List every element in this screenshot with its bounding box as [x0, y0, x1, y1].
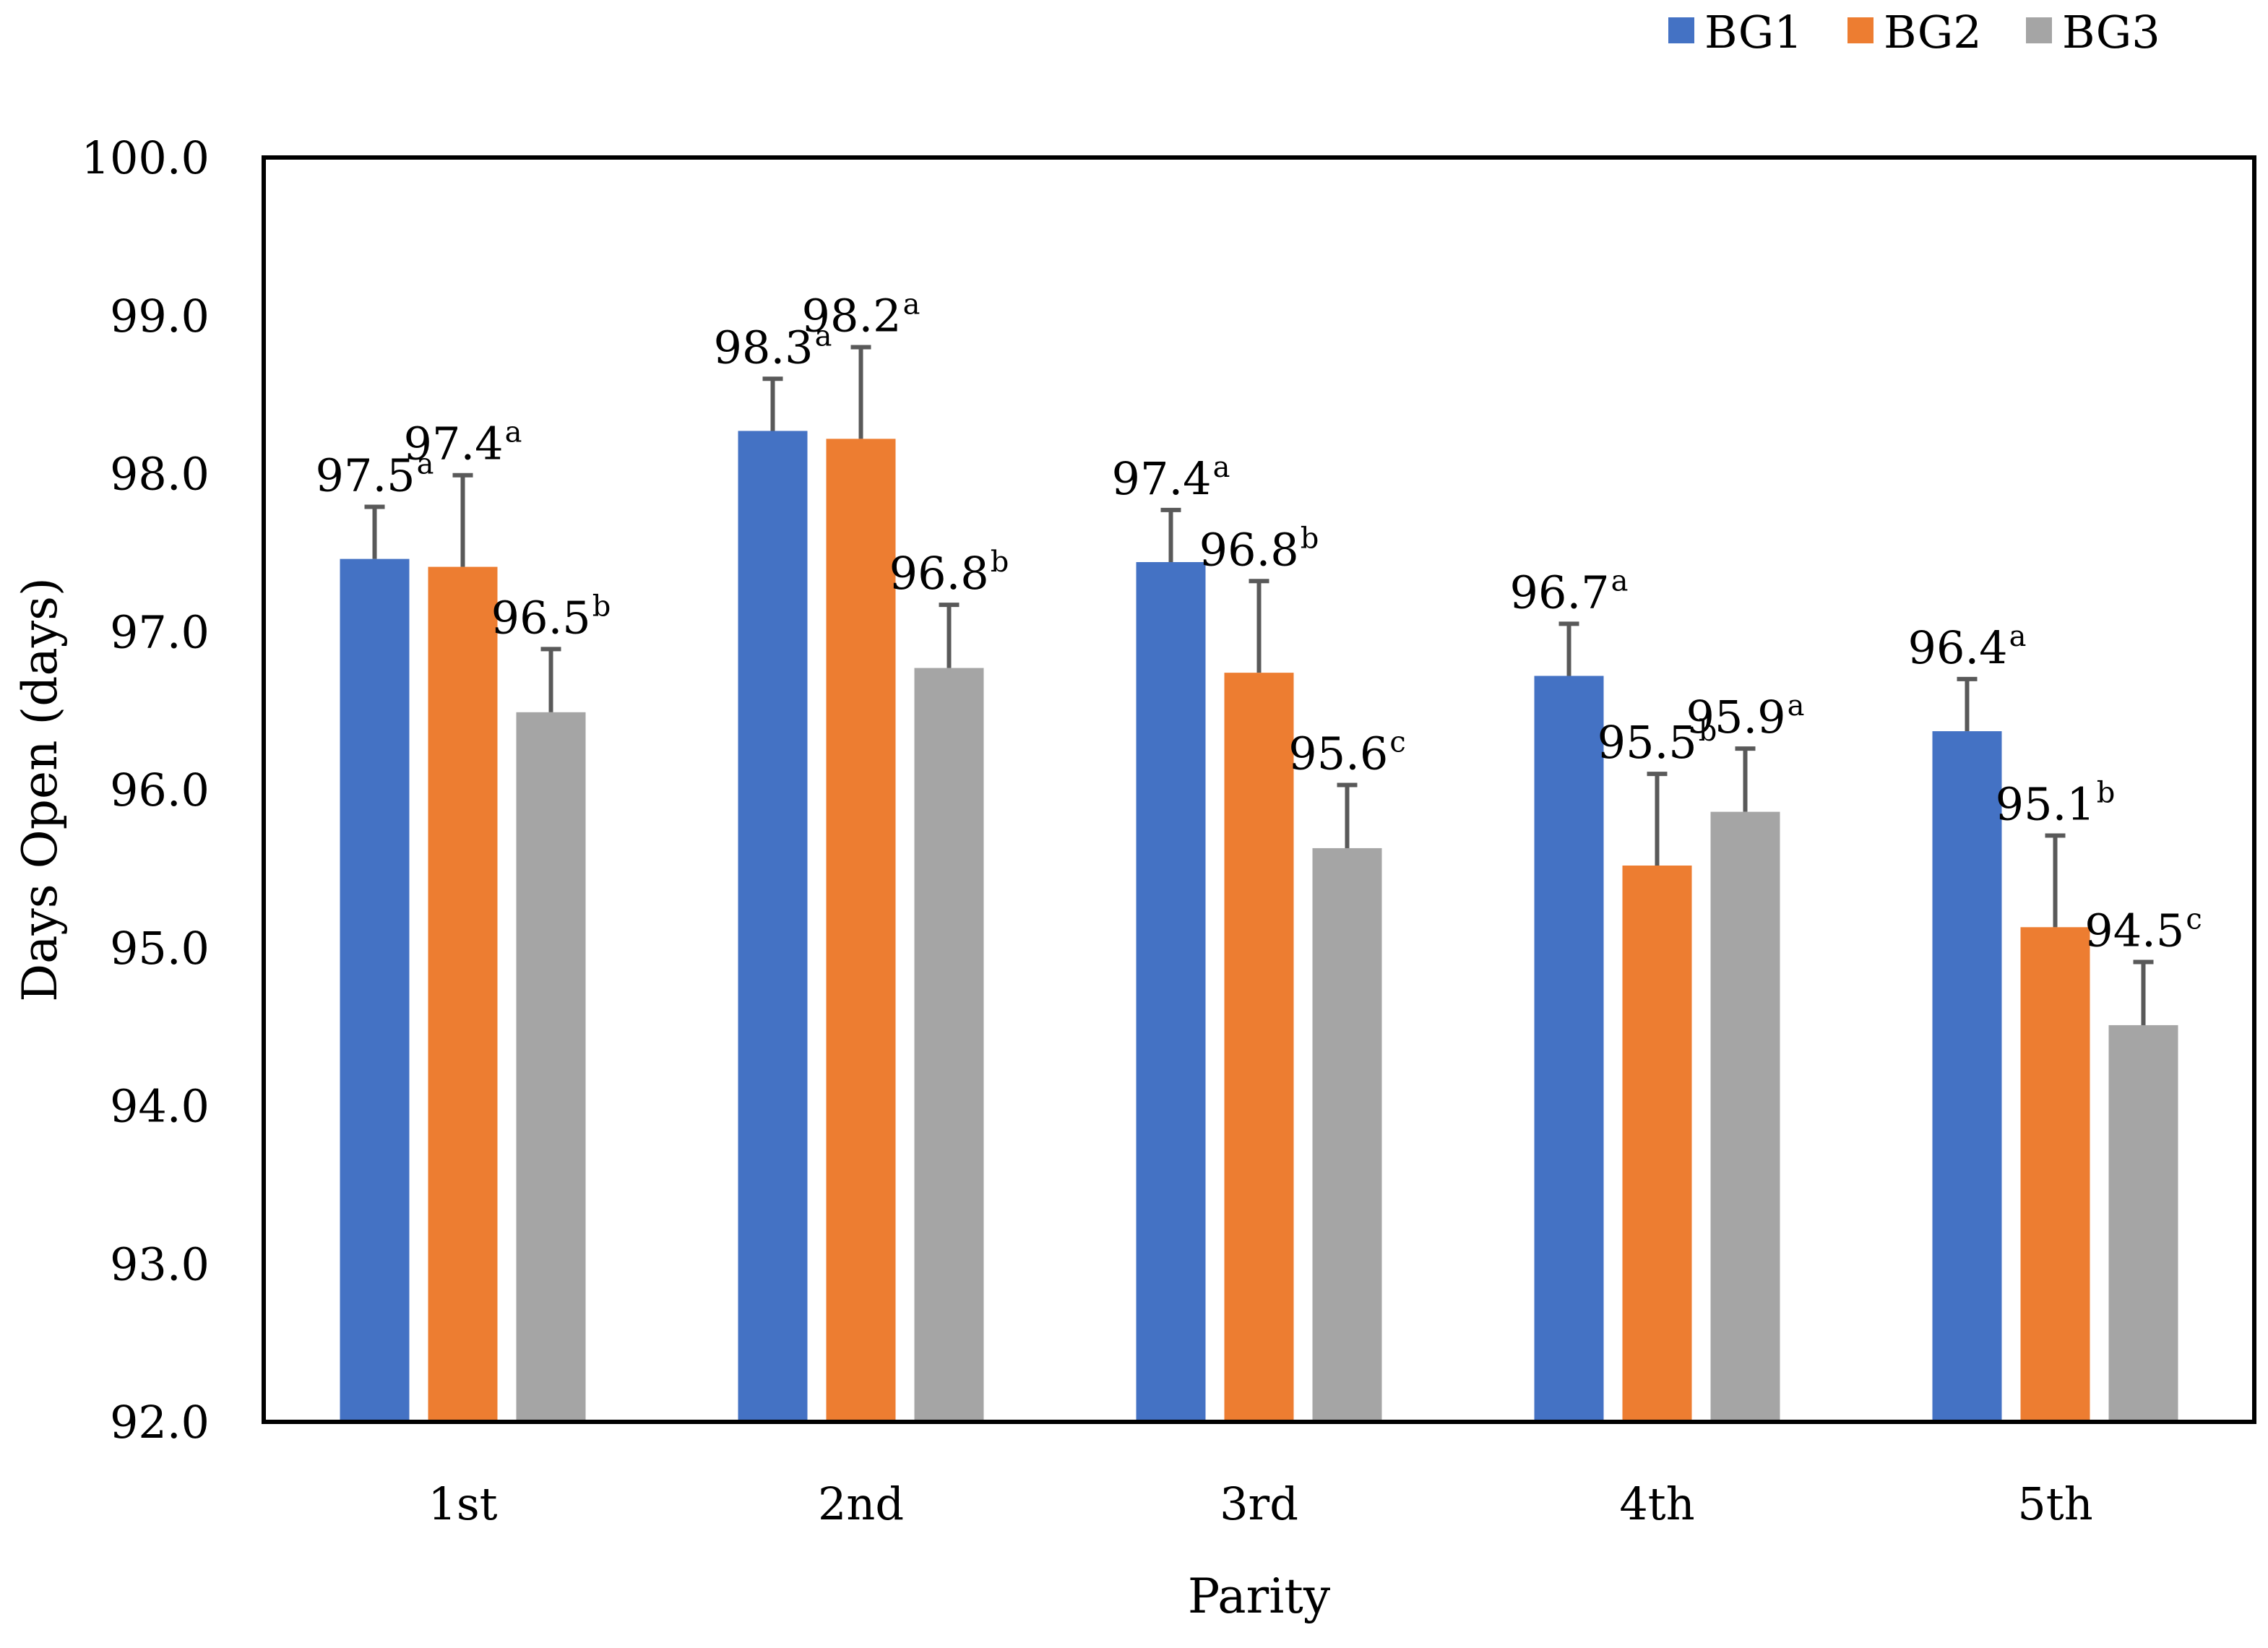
data-label-bg1-5th: 96.4a: [1908, 620, 2027, 674]
bar-bg3-4th: [1710, 811, 1780, 1422]
legend-label-bg1: BG1: [1704, 6, 1803, 59]
y-tick-label: 98.0: [110, 448, 210, 501]
error-bars: [364, 345, 2154, 1025]
data-label-bg1-4th: 96.7a: [1510, 564, 1629, 618]
legend-label-bg2: BG2: [1884, 6, 1982, 59]
bar-bg2-5th: [2020, 927, 2090, 1422]
bar-bg2-3rd: [1224, 673, 1294, 1422]
y-tick-label: 95.0: [110, 922, 210, 975]
x-tick-label: 1st: [428, 1477, 497, 1530]
bar-bg3-3rd: [1312, 847, 1382, 1422]
y-tick-label: 97.0: [110, 605, 210, 658]
data-label-bg1-2nd: 98.3a: [714, 319, 832, 374]
legend-swatch-bg3: [2026, 17, 2052, 43]
data-label-bg3-5th: 94.5c: [2084, 902, 2202, 957]
x-axis-ticks: 1st 2nd 3rd 4th 5th: [428, 1477, 2092, 1530]
legend-label-bg3: BG3: [2062, 6, 2160, 59]
bar-bg1-5th: [1932, 731, 2002, 1422]
x-tick-label: 2nd: [818, 1477, 904, 1530]
y-axis-title: Days Open (days): [12, 577, 68, 1002]
x-tick-label: 5th: [2017, 1477, 2092, 1530]
bar-bg2-1st: [428, 566, 498, 1422]
bar-bg3-1st: [516, 712, 586, 1422]
bar-bg1-3rd: [1136, 562, 1206, 1422]
bar-bg2-4th: [1622, 866, 1692, 1422]
x-axis-title: Parity: [1188, 1569, 1331, 1624]
y-tick-label: 94.0: [110, 1080, 210, 1133]
y-tick-label: 93.0: [110, 1238, 210, 1290]
legend-swatch-bg1: [1668, 17, 1694, 43]
data-label-bg2-3rd: 96.8b: [1199, 522, 1319, 576]
data-label-bg3-4th: 95.9a: [1686, 689, 1805, 743]
y-tick-label: 96.0: [110, 764, 210, 816]
data-label-bg3-2nd: 96.8b: [889, 545, 1009, 600]
y-tick-label: 92.0: [110, 1396, 210, 1449]
bar-bg1-4th: [1534, 676, 1604, 1422]
bar-bg3-5th: [2108, 1024, 2178, 1422]
y-axis-ticks: 92.0 93.0 94.0 95.0 96.0 97.0 98.0 99.0 100.0: [82, 131, 210, 1449]
x-tick-label: 3rd: [1220, 1477, 1298, 1530]
legend: BG1 BG2 BG3: [1668, 6, 2160, 59]
data-label-bg2-2nd: 98.2a: [802, 288, 920, 342]
bar-bg2-2nd: [826, 439, 896, 1422]
y-tick-label: 100.0: [82, 131, 210, 184]
data-label-bg1-1st: 97.5a: [316, 447, 434, 501]
data-label-bg3-3rd: 95.6c: [1288, 725, 1405, 780]
legend-swatch-bg2: [1847, 17, 1874, 43]
data-label-bg2-5th: 95.1b: [1996, 776, 2116, 830]
bars: [340, 431, 2178, 1422]
data-label-bg1-3rd: 97.4a: [1112, 451, 1230, 505]
bar-bg1-1st: [340, 558, 410, 1422]
data-labels: 97.5a97.4a96.5b98.3a98.2a96.8b97.4a96.8b…: [316, 288, 2202, 957]
data-label-bg2-1st: 97.4a: [404, 416, 522, 470]
bar-bg3-2nd: [914, 668, 984, 1422]
data-label-bg2-4th: 95.5b: [1597, 715, 1717, 769]
x-tick-label: 4th: [1619, 1477, 1694, 1530]
bar-bg1-2nd: [738, 431, 808, 1422]
data-label-bg3-1st: 96.5b: [491, 590, 611, 644]
y-tick-label: 99.0: [110, 290, 210, 342]
plot-area-frame: [262, 155, 2256, 1424]
